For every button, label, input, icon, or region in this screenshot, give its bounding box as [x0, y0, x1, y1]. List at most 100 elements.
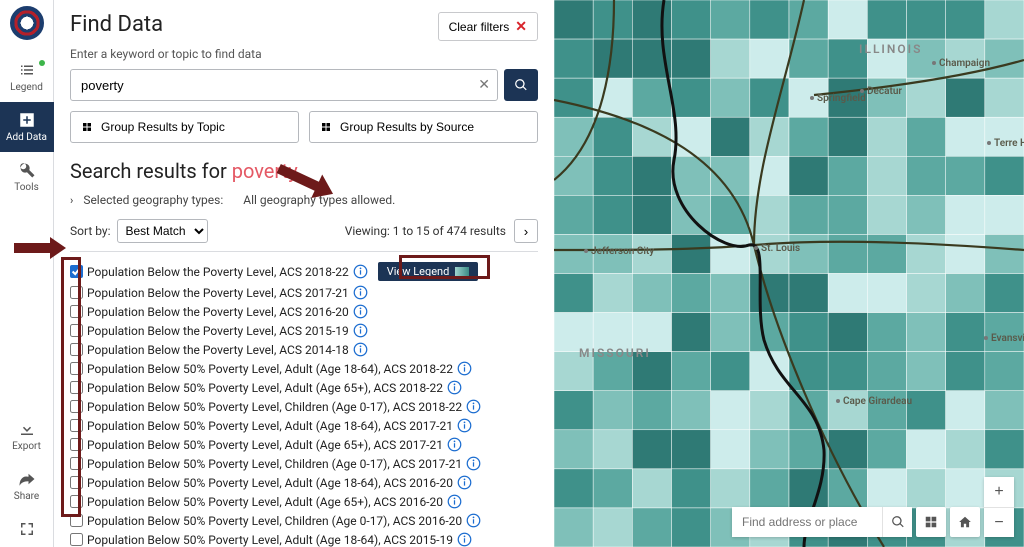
info-icon[interactable] — [353, 323, 368, 338]
group-icon — [320, 121, 332, 133]
sidebar: Legend Add Data Tools Export Share — [0, 0, 54, 547]
result-row: Population Below 50% Poverty Level, Adul… — [70, 416, 538, 435]
sidebar-item-add-data[interactable]: Add Data — [0, 102, 54, 152]
svg-text:ILLINOIS: ILLINOIS — [859, 42, 922, 56]
info-icon[interactable] — [457, 475, 472, 490]
svg-text:Jefferson City: Jefferson City — [591, 246, 654, 257]
result-checkbox[interactable] — [70, 419, 83, 432]
sidebar-item-collapse[interactable] — [0, 511, 54, 547]
share-icon — [18, 470, 36, 488]
info-icon[interactable] — [466, 399, 481, 414]
clear-filters-button[interactable]: Clear filters ✕ — [438, 12, 538, 41]
result-label: Population Below the Poverty Level, ACS … — [87, 305, 349, 319]
next-page-button[interactable]: › — [514, 219, 538, 243]
result-row: Population Below 50% Poverty Level, Chil… — [70, 511, 538, 530]
sidebar-item-label: Add Data — [6, 132, 47, 143]
chevron-right-icon[interactable]: › — [70, 194, 73, 207]
result-checkbox[interactable] — [70, 400, 83, 413]
clear-input-icon[interactable]: ✕ — [478, 77, 490, 93]
svg-text:Decatur: Decatur — [867, 86, 902, 97]
result-checkbox[interactable] — [70, 286, 83, 299]
search-input[interactable] — [70, 69, 498, 101]
result-label: Population Below the Poverty Level, ACS … — [87, 265, 349, 279]
map-basemap-button[interactable] — [916, 507, 946, 537]
result-row: Population Below the Poverty Level, ACS … — [70, 302, 538, 321]
result-label: Population Below 50% Poverty Level, Adul… — [87, 476, 453, 490]
info-icon[interactable] — [353, 304, 368, 319]
info-icon[interactable] — [466, 513, 481, 528]
panel-subhead: Enter a keyword or topic to find data — [70, 47, 538, 61]
info-icon[interactable] — [466, 456, 481, 471]
result-checkbox[interactable] — [70, 381, 83, 394]
result-checkbox[interactable] — [70, 265, 83, 278]
map-home-button[interactable] — [950, 507, 980, 537]
result-checkbox[interactable] — [70, 324, 83, 337]
results-list: Population Below the Poverty Level, ACS … — [70, 260, 538, 547]
sort-select[interactable]: Best Match — [117, 219, 208, 243]
result-row: Population Below 50% Poverty Level, Adul… — [70, 473, 538, 492]
sort-label: Sort by: — [70, 224, 111, 238]
svg-text:Champaign: Champaign — [939, 58, 990, 69]
info-icon[interactable] — [447, 437, 462, 452]
result-row: Population Below 50% Poverty Level, Chil… — [70, 454, 538, 473]
result-row: Population Below 50% Poverty Level, Adul… — [70, 530, 538, 547]
info-icon[interactable] — [353, 264, 368, 279]
result-checkbox[interactable] — [70, 457, 83, 470]
result-checkbox[interactable] — [70, 514, 83, 527]
home-icon — [958, 515, 972, 529]
result-checkbox[interactable] — [70, 362, 83, 375]
result-label: Population Below the Poverty Level, ACS … — [87, 324, 349, 338]
result-row: Population Below the Poverty Level, ACS … — [70, 260, 538, 283]
sidebar-item-label: Legend — [10, 82, 43, 93]
result-label: Population Below the Poverty Level, ACS … — [87, 343, 349, 357]
view-legend-button[interactable]: View Legend — [378, 262, 479, 281]
result-checkbox[interactable] — [70, 476, 83, 489]
info-icon[interactable] — [353, 342, 368, 357]
info-icon[interactable] — [447, 380, 462, 395]
map[interactable]: SpringfieldDecaturChampaignILLINOISSt. L… — [554, 0, 1024, 547]
group-icon — [81, 121, 93, 133]
result-row: Population Below the Poverty Level, ACS … — [70, 340, 538, 359]
result-row: Population Below 50% Poverty Level, Adul… — [70, 435, 538, 454]
view-legend-label: View Legend — [387, 265, 450, 278]
sidebar-item-legend[interactable]: Legend — [0, 52, 54, 102]
plus-icon: + — [994, 483, 1003, 501]
info-icon[interactable] — [457, 361, 472, 376]
panel-title: Find Data — [70, 12, 163, 37]
sidebar-item-export[interactable]: Export — [0, 411, 54, 461]
sidebar-item-share[interactable]: Share — [0, 461, 54, 511]
result-label: Population Below 50% Poverty Level, Adul… — [87, 438, 443, 452]
geo-label: Selected geography types: — [83, 193, 223, 207]
result-checkbox[interactable] — [70, 305, 83, 318]
result-row: Population Below the Poverty Level, ACS … — [70, 283, 538, 302]
result-checkbox[interactable] — [70, 343, 83, 356]
info-icon[interactable] — [447, 494, 462, 509]
group-by-source-button[interactable]: Group Results by Source — [309, 111, 538, 143]
sidebar-item-tools[interactable]: Tools — [0, 152, 54, 202]
download-icon — [18, 420, 36, 438]
group-by-topic-label: Group Results by Topic — [101, 120, 225, 134]
result-checkbox[interactable] — [70, 533, 83, 546]
grid-icon — [924, 515, 938, 529]
result-label: Population Below 50% Poverty Level, Adul… — [87, 362, 453, 376]
legend-swatch-icon — [455, 267, 469, 277]
map-search-button[interactable] — [882, 507, 912, 537]
result-label: Population Below 50% Poverty Level, Chil… — [87, 514, 462, 528]
group-by-topic-button[interactable]: Group Results by Topic — [70, 111, 299, 143]
result-label: Population Below 50% Poverty Level, Adul… — [87, 533, 453, 547]
zoom-out-button[interactable]: − — [984, 507, 1014, 537]
zoom-in-button[interactable]: + — [984, 477, 1014, 507]
map-search-input[interactable] — [732, 507, 882, 537]
result-label: Population Below 50% Poverty Level, Adul… — [87, 419, 453, 433]
result-checkbox[interactable] — [70, 438, 83, 451]
result-checkbox[interactable] — [70, 495, 83, 508]
search-button[interactable] — [504, 69, 538, 101]
result-label: Population Below the Poverty Level, ACS … — [87, 286, 349, 300]
geo-value: All geography types allowed. — [243, 193, 395, 207]
result-label: Population Below 50% Poverty Level, Adul… — [87, 381, 443, 395]
info-icon[interactable] — [457, 532, 472, 547]
info-icon[interactable] — [457, 418, 472, 433]
result-row: Population Below 50% Poverty Level, Chil… — [70, 397, 538, 416]
plus-box-icon — [18, 111, 36, 129]
info-icon[interactable] — [353, 285, 368, 300]
